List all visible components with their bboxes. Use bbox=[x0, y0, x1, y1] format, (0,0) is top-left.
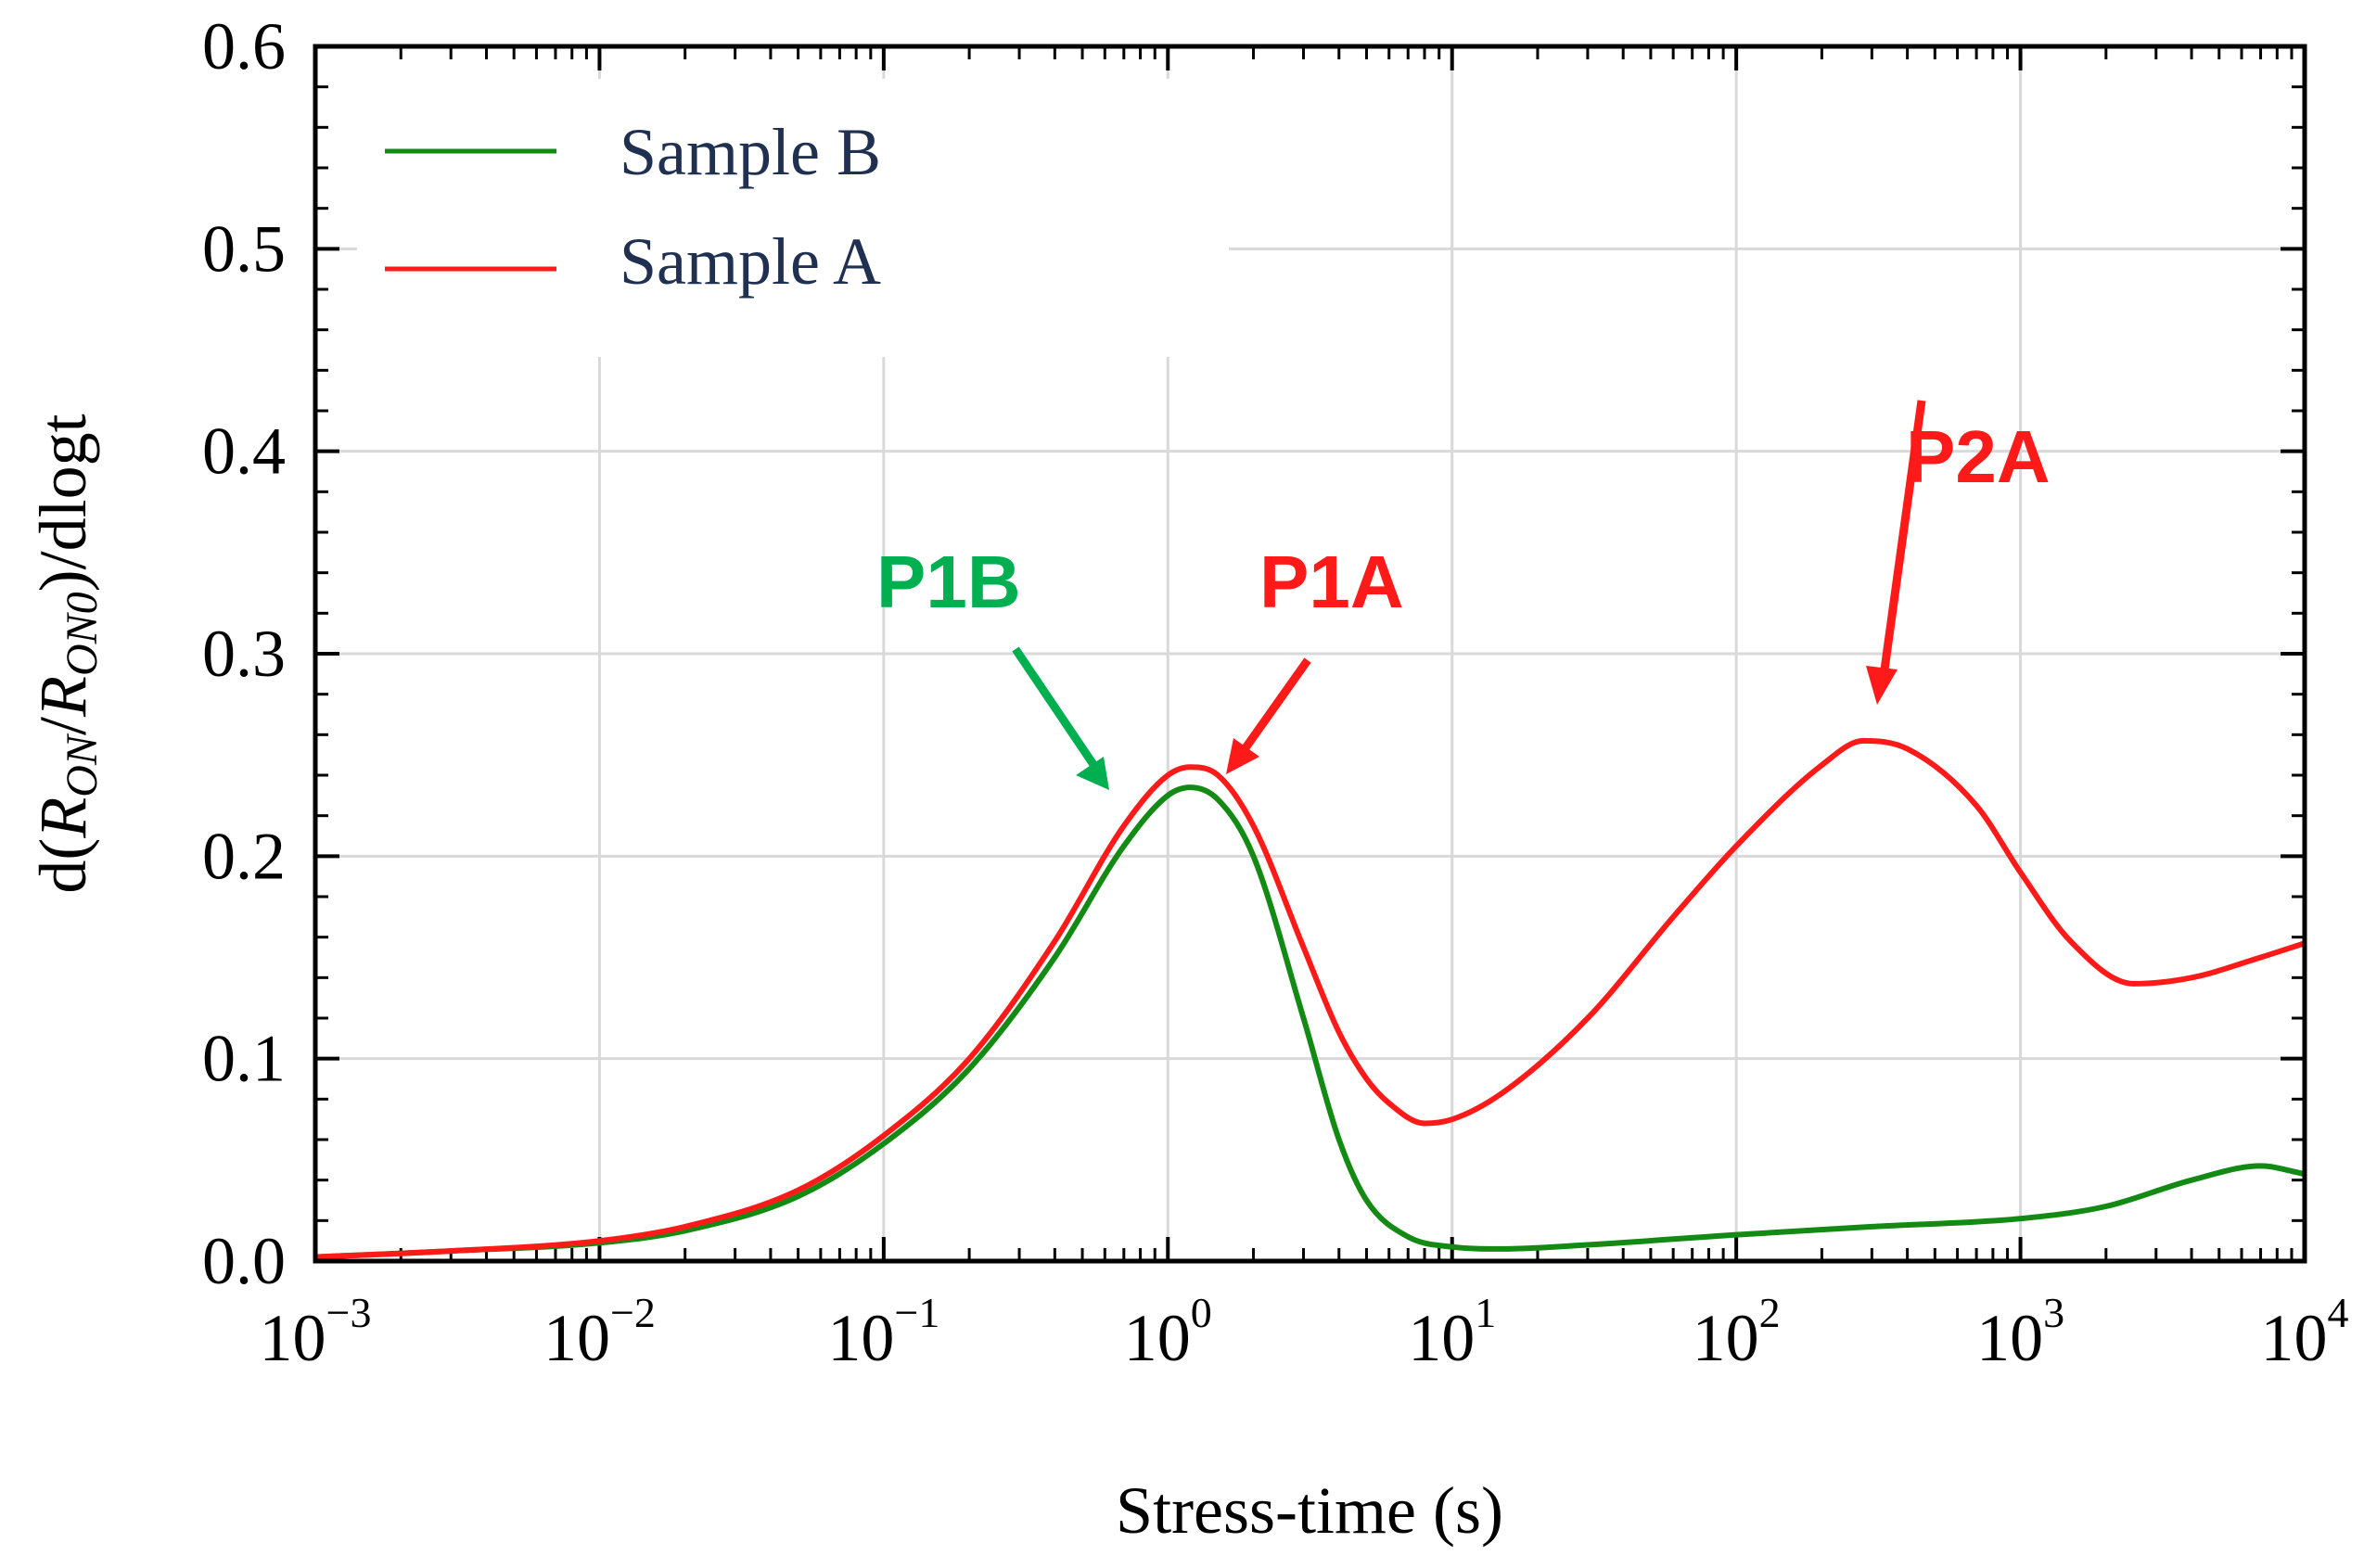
plot-frame bbox=[313, 44, 2307, 1264]
x-tick-label: 101 bbox=[1408, 1289, 1496, 1375]
x-tick-label: 102 bbox=[1693, 1289, 1781, 1375]
x-tick-label: 10−1 bbox=[827, 1289, 939, 1375]
y-axis-title: d(RON/RON0)/dlogt bbox=[26, 414, 107, 893]
y-tick-label: 0.1 bbox=[202, 1022, 286, 1096]
x-tick-label: 10−2 bbox=[543, 1289, 656, 1375]
annotation-arrowhead-p1a bbox=[1226, 738, 1259, 774]
legend-label-sample-b: Sample B bbox=[620, 115, 881, 189]
x-tick-label: 10−3 bbox=[260, 1289, 372, 1375]
x-tick-label: 100 bbox=[1124, 1289, 1212, 1375]
annotation-p1b: P1B bbox=[876, 541, 1021, 623]
y-tick-labels: 0.0 0.1 0.2 0.3 0.4 0.5 0.6 bbox=[202, 9, 286, 1298]
y-tick-label: 0.3 bbox=[202, 617, 286, 691]
y-tick-label: 0.5 bbox=[202, 211, 286, 286]
annotation-p1a: P1A bbox=[1259, 541, 1404, 623]
y-tick-label: 0.2 bbox=[202, 819, 286, 893]
annotation-p2a: P2A bbox=[1906, 415, 2051, 498]
legend-label-sample-a: Sample A bbox=[620, 224, 881, 299]
y-tick-label: 0.6 bbox=[202, 9, 286, 83]
annotation-arrowhead-p2a bbox=[1866, 666, 1898, 705]
annotation-arrow-p2a bbox=[1880, 400, 1926, 670]
series-line-sample-b bbox=[315, 784, 2305, 1260]
annotation-arrow-p1a bbox=[1241, 657, 1311, 752]
x-axis-title: Stress-time (s) bbox=[1116, 1473, 1503, 1548]
series-lines bbox=[315, 737, 2305, 1260]
y-tick-label: 0.0 bbox=[202, 1224, 286, 1298]
x-tick-labels: 10−3 10−2 10−1 100 101 102 103 104 bbox=[260, 1289, 2349, 1375]
x-tick-label: 103 bbox=[1976, 1289, 2064, 1375]
legend-background bbox=[357, 79, 1229, 357]
annotation-arrow-p1b bbox=[1012, 646, 1098, 769]
annotations: P1B P1A P2A bbox=[876, 400, 2051, 790]
x-tick-label: 104 bbox=[2261, 1289, 2349, 1375]
annotation-arrowhead-p1b bbox=[1076, 757, 1109, 790]
y-tick-label: 0.4 bbox=[202, 414, 286, 489]
legend: Sample B Sample A bbox=[357, 79, 1229, 357]
series-line-sample-a bbox=[315, 737, 2305, 1260]
